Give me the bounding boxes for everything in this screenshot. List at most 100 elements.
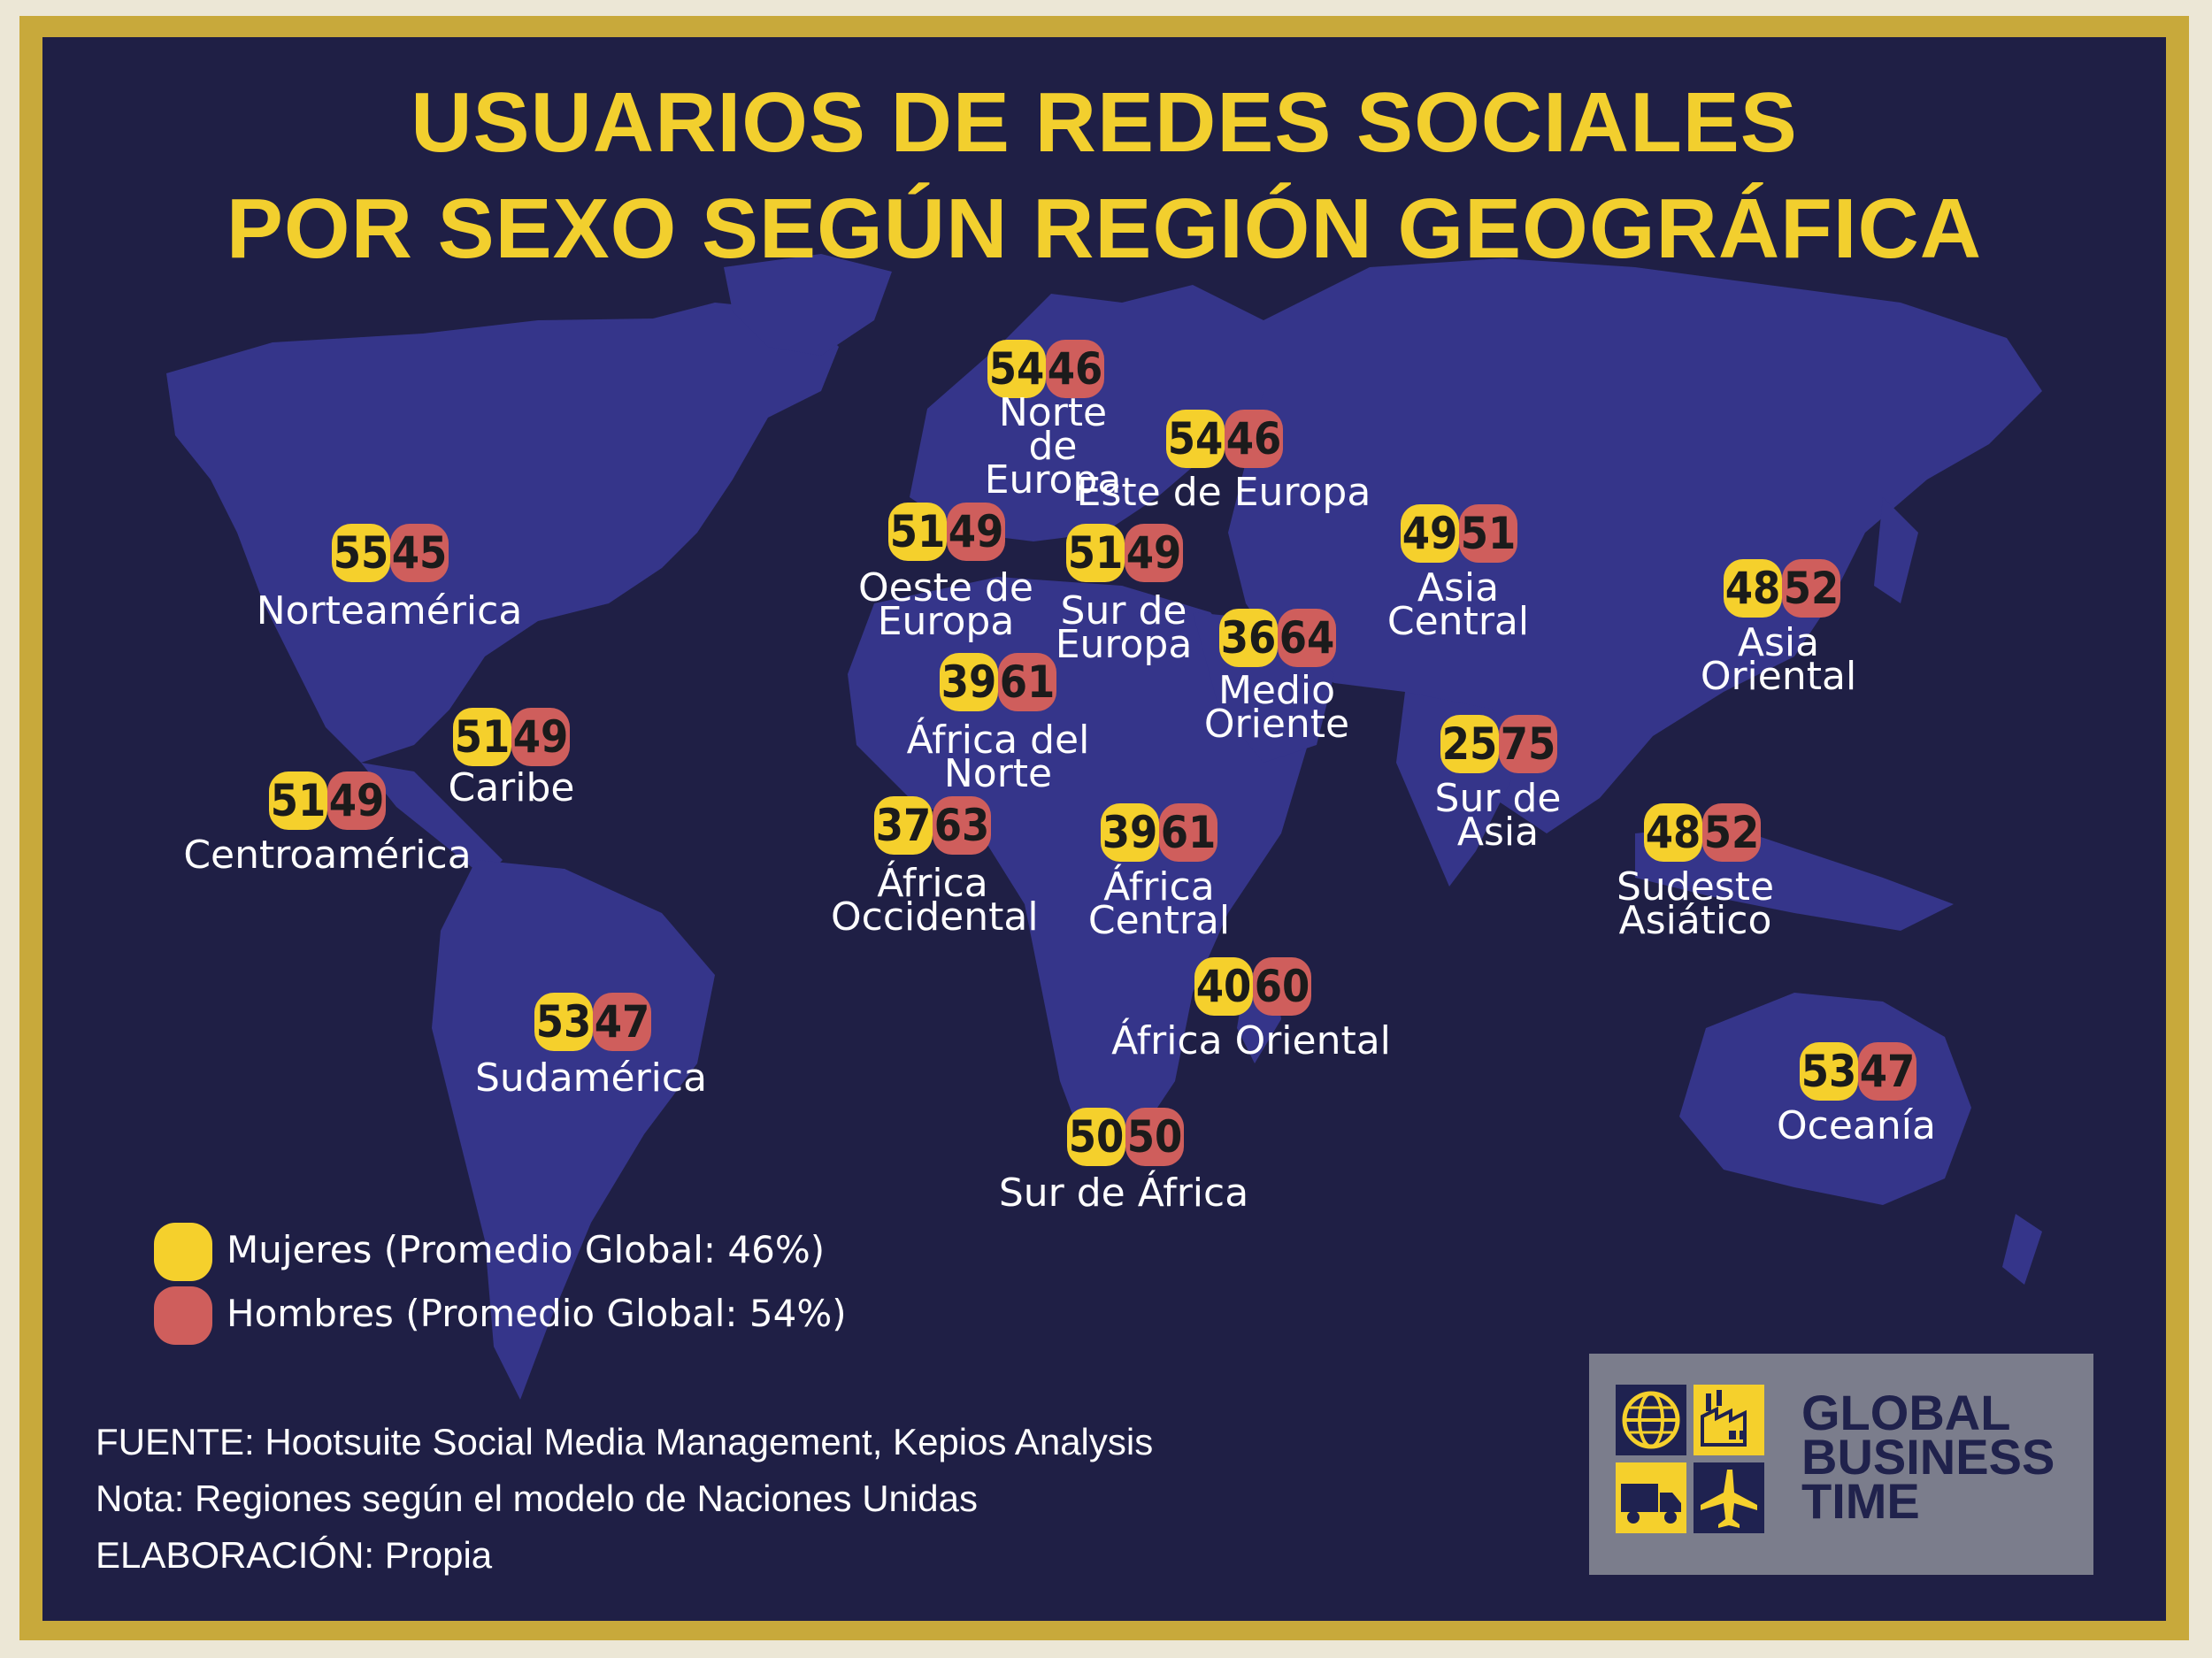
women-value-badge: 39 [940,653,998,711]
region-pair-oceania: 53 47 [1800,1042,1916,1101]
region-label-africa-del-norte: África del Norte [906,718,1090,796]
women-value-badge: 55 [332,524,390,582]
region-pair-norte-de-europa: 54 46 [987,340,1104,398]
map-panel: USUARIOS DE REDES SOCIALES POR SEXO SEGÚ… [42,37,2166,1621]
region-label-africa-occidental: África Occidental [831,861,1039,940]
women-value-badge: 48 [1724,559,1782,618]
men-value-badge: 46 [1046,340,1104,398]
region-label-sur-de-asia: Sur de Asia [1434,776,1562,855]
legend-women-swatch [154,1223,212,1281]
region-label-este-de-europa: Este de Europa [1076,470,1371,515]
new-zealand-landmass [2002,1214,2042,1285]
south-america-landmass [432,860,715,1400]
logo-line-3: TIME [1801,1473,1920,1529]
region-pair-africa-del-norte: 39 61 [940,653,1056,711]
title-line-2: POR SEXO SEGÚN REGIÓN GEOGRÁFICA [226,181,1983,276]
africa-landmass [848,577,1308,1152]
logo-wordmark: GLOBAL BUSINESS TIME [1801,1385,2055,1529]
women-value-badge: 54 [1166,410,1225,468]
greenland-landmass [724,254,892,356]
women-value-badge: 51 [1066,524,1125,582]
region-label-oeste-de-europa: Oeste de Europa [858,565,1033,644]
women-value-badge: 37 [874,796,933,855]
credit-note: ELABORACIÓN: Propia [96,1534,493,1576]
region-label-centroamerica: Centroamérica [183,833,472,878]
women-value-badge: 54 [987,340,1046,398]
men-value-badge: 63 [933,796,991,855]
women-value-badge: 50 [1067,1108,1125,1166]
japan-landmass [1874,497,1918,603]
region-label-norte-de-europa: Norte de Europa [984,390,1122,503]
legend-women-label: Mujeres (Promedio Global: 46%) [227,1228,826,1271]
region-label-sudeste-asiatico: Sudeste Asiático [1616,864,1775,943]
region-pair-sudeste-asiatico: 48 52 [1644,803,1761,862]
region-label-caribe: Caribe [448,765,575,810]
region-label-oceania: Oceanía [1777,1103,1936,1148]
globe-icon [1616,1385,1686,1455]
central-america-landmass [361,763,503,878]
factory-icon [1694,1385,1764,1455]
region-pair-medio-oriente: 36 64 [1219,609,1336,667]
men-value-badge: 75 [1499,715,1557,773]
source-note: FUENTE: Hootsuite Social Media Managemen… [96,1421,1154,1462]
women-value-badge: 25 [1440,715,1499,773]
men-value-badge: 46 [1225,410,1283,468]
region-pair-sur-de-europa: 51 49 [1066,524,1183,582]
men-value-badge: 49 [1125,524,1183,582]
men-value-badge: 51 [1459,504,1517,563]
men-value-badge: 49 [511,708,570,766]
region-label-africa-oriental: África Oriental [1111,1018,1391,1063]
logo-line-1: GLOBAL [1801,1385,2011,1440]
legend-men-label: Hombres (Promedio Global: 54%) [227,1292,847,1335]
north-america-landmass [166,303,839,763]
airplane-icon [1694,1462,1764,1533]
men-value-badge: 47 [593,993,651,1051]
men-value-badge: 60 [1253,957,1311,1016]
men-value-badge: 61 [1159,803,1217,862]
women-value-badge: 53 [1800,1042,1858,1101]
women-value-badge: 51 [888,503,947,561]
women-value-badge: 48 [1644,803,1702,862]
asia-landmass [1228,258,2042,833]
region-pair-caribe: 51 49 [453,708,570,766]
women-value-badge: 40 [1194,957,1253,1016]
region-pair-sudamerica: 53 47 [534,993,651,1051]
men-value-badge: 49 [327,771,386,830]
logo-line-2: BUSINESS [1801,1429,2055,1485]
region-pair-norteamerica: 55 45 [332,524,449,582]
region-label-asia-oriental: Asia Oriental [1700,620,1857,699]
region-pair-este-de-europa: 54 46 [1166,410,1283,468]
men-value-badge: 61 [998,653,1056,711]
region-label-africa-central: África Central [1087,864,1231,943]
women-value-badge: 51 [269,771,327,830]
region-label-sudamerica: Sudamérica [474,1055,708,1101]
region-pair-centroamerica: 51 49 [269,771,386,830]
region-pair-asia-oriental: 48 52 [1724,559,1840,618]
men-value-badge: 49 [947,503,1005,561]
men-value-badge: 52 [1782,559,1840,618]
women-value-badge: 53 [534,993,593,1051]
women-value-badge: 39 [1101,803,1159,862]
region-pair-sur-de-asia: 25 75 [1440,715,1557,773]
region-label-sur-de-europa: Sur de Europa [1055,588,1193,667]
region-pair-africa-occidental: 37 63 [874,796,991,855]
legend-men-swatch [154,1286,212,1345]
region-label-norteamerica: Norteamérica [256,588,523,633]
region-pair-africa-oriental: 40 60 [1194,957,1311,1016]
region-pair-africa-central: 39 61 [1101,803,1217,862]
men-value-badge: 50 [1125,1108,1184,1166]
women-value-badge: 49 [1401,504,1459,563]
regions-note: Nota: Regiones según el modelo de Nacion… [96,1478,978,1519]
women-value-badge: 36 [1219,609,1278,667]
men-value-badge: 52 [1702,803,1761,862]
truck-icon [1616,1462,1686,1533]
region-label-asia-central: Asia Central [1386,565,1530,644]
region-pair-oeste-de-europa: 51 49 [888,503,1005,561]
men-value-badge: 45 [390,524,449,582]
men-value-badge: 64 [1278,609,1336,667]
women-value-badge: 51 [453,708,511,766]
region-label-medio-oriente: Medio Oriente [1203,668,1350,747]
region-pair-asia-central: 49 51 [1401,504,1517,563]
title-line-1: USUARIOS DE REDES SOCIALES [411,75,1798,170]
